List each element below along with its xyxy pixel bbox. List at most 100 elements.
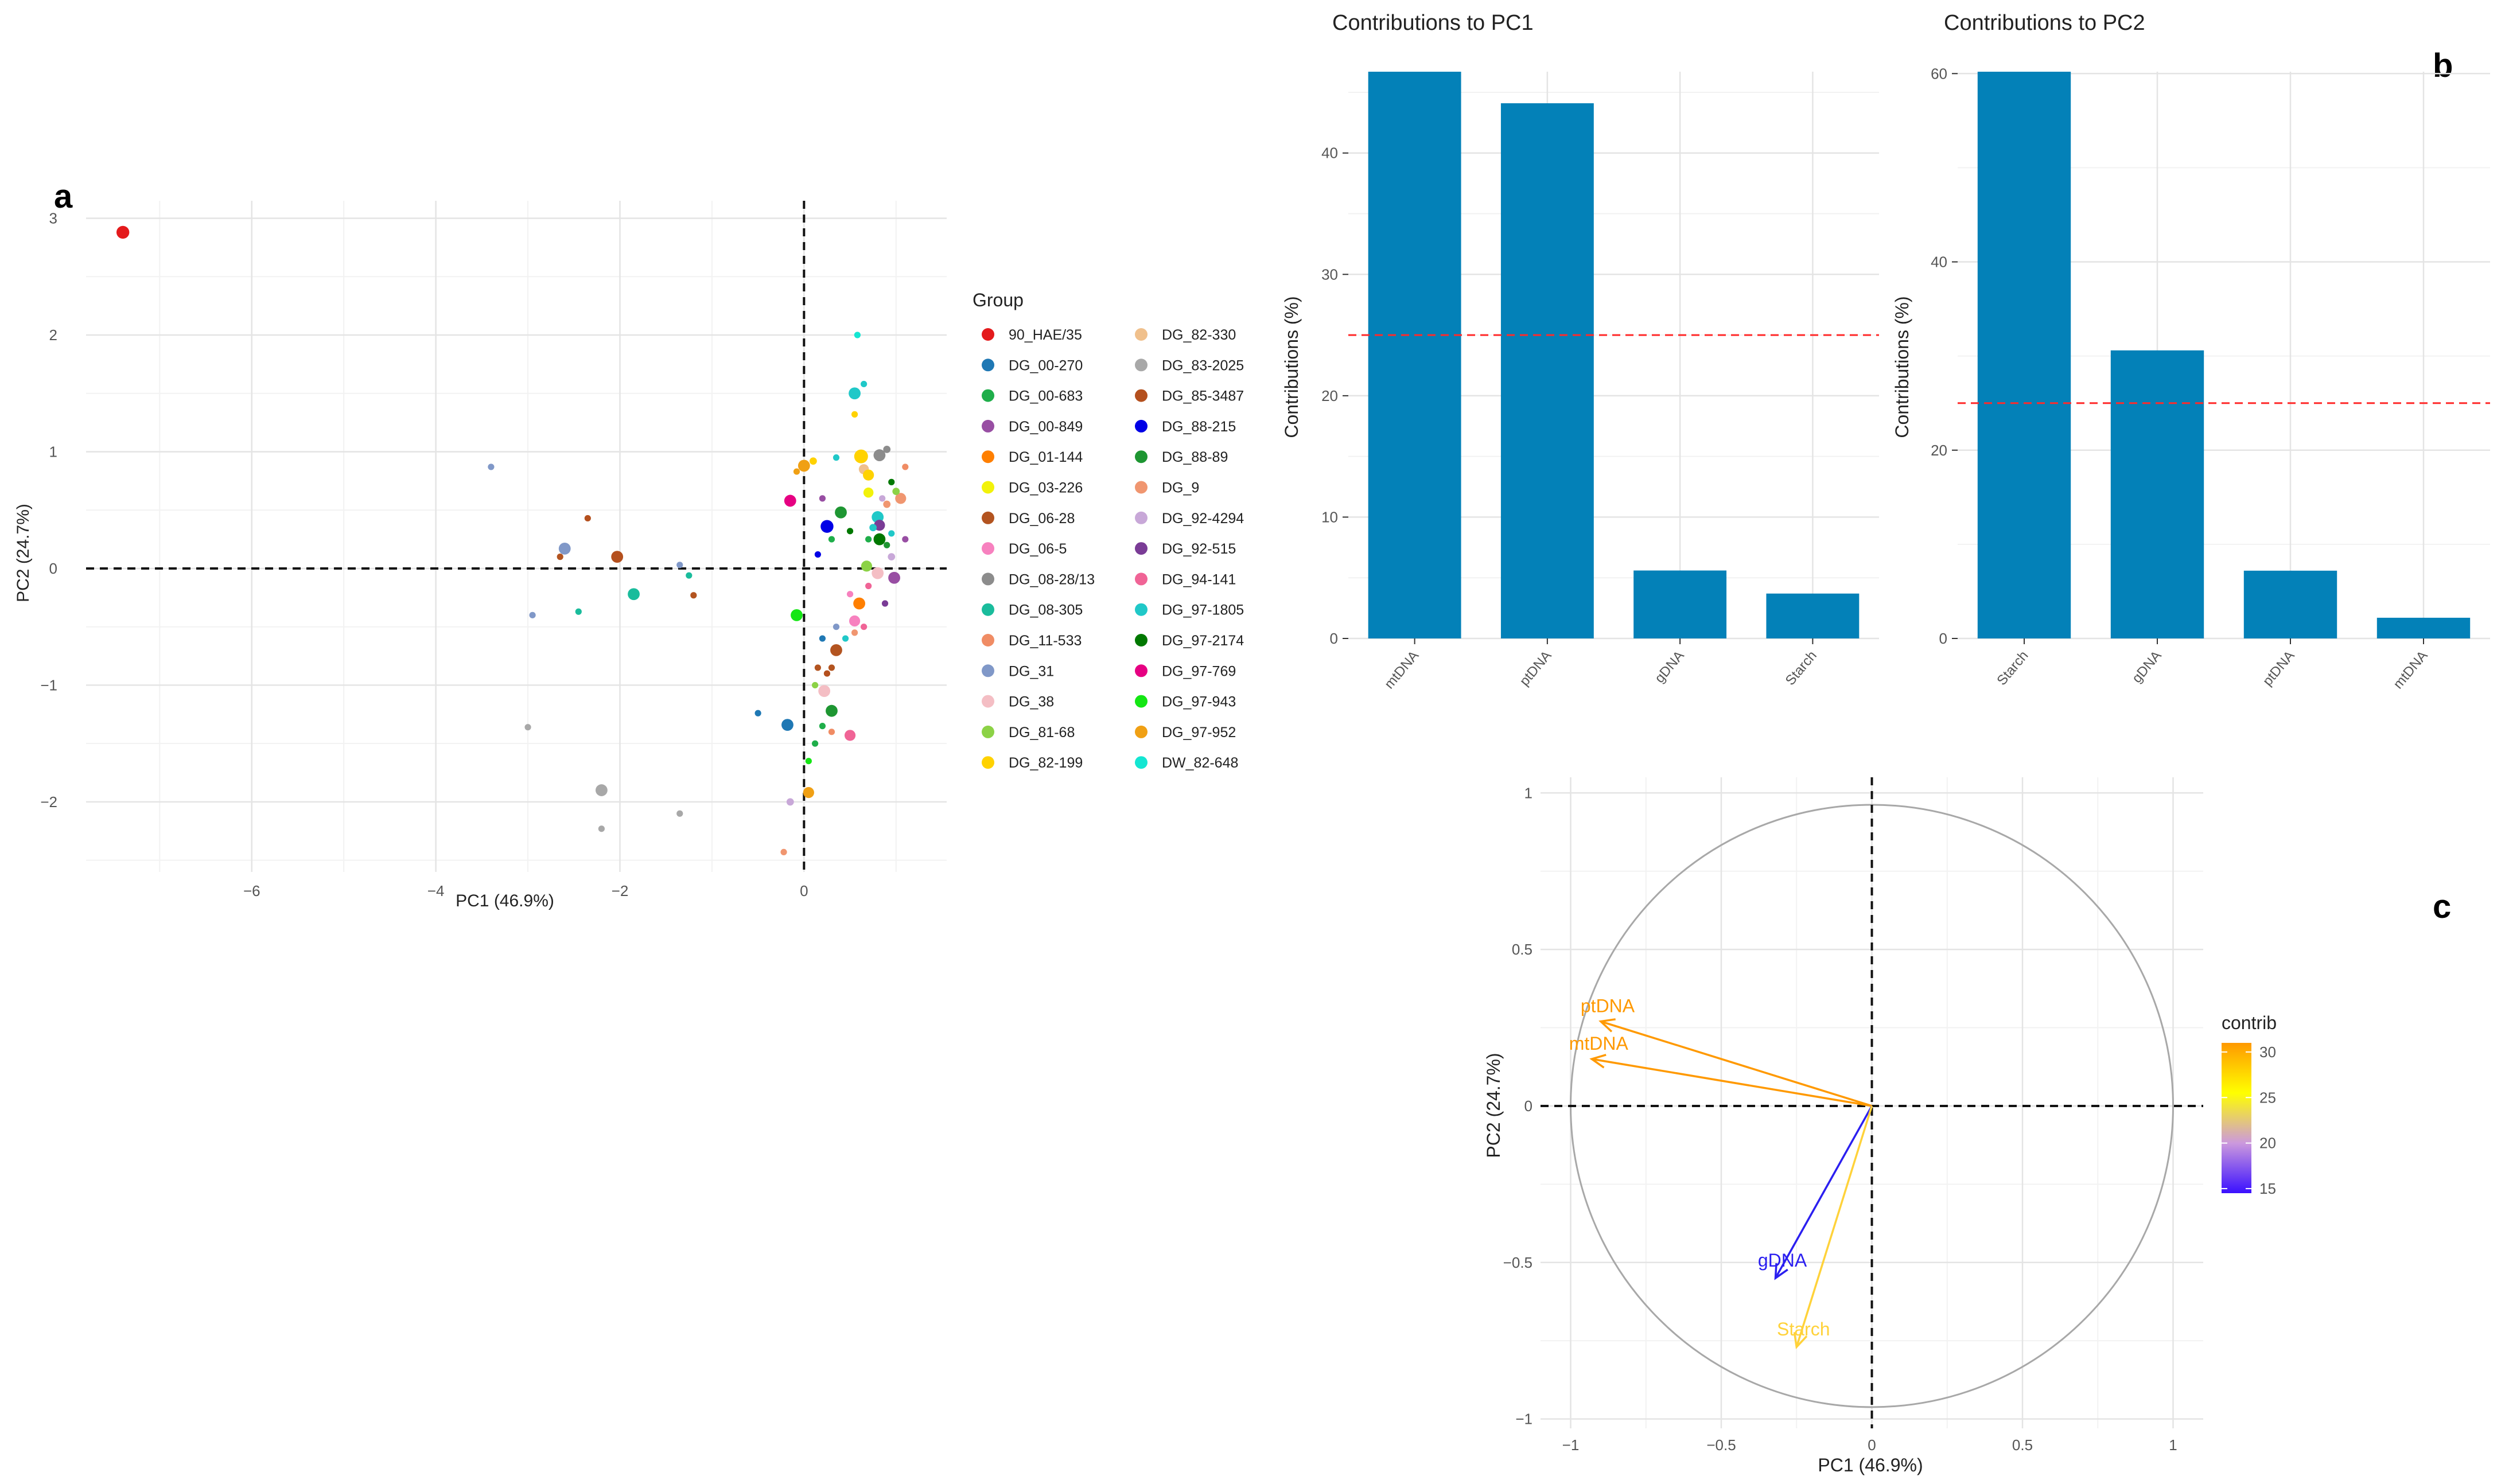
- data-point: [844, 730, 856, 741]
- data-point: [793, 468, 800, 475]
- y-tick-label: 10: [1321, 508, 1338, 525]
- y-tick-label: 30: [1321, 266, 1338, 283]
- legend-item-label: DG_08-28/13: [1009, 571, 1095, 587]
- data-point: [819, 723, 826, 730]
- legend-swatch: [1135, 756, 1148, 769]
- legend-swatch: [982, 328, 994, 341]
- data-point: [598, 825, 605, 832]
- vector-arrowhead: [1598, 1018, 1616, 1033]
- y-tick-label: 3: [49, 210, 57, 227]
- legend-swatch: [1135, 389, 1148, 402]
- legend-swatch: [1135, 603, 1148, 616]
- bar: [1977, 72, 2071, 638]
- legend-swatch: [982, 542, 994, 555]
- legend-item-label: DG_00-849: [1009, 419, 1083, 435]
- data-point: [854, 332, 861, 338]
- vector-arrow: [1795, 1105, 1873, 1347]
- data-point: [819, 635, 826, 642]
- legend-item-label: DG_9: [1162, 480, 1199, 496]
- data-point: [828, 729, 835, 735]
- data-point: [781, 719, 793, 731]
- data-point: [529, 611, 536, 618]
- data-point: [823, 670, 831, 677]
- legend-item-label: DG_01-144: [1009, 449, 1083, 465]
- legend-item-label: DG_81-68: [1009, 725, 1075, 741]
- data-point: [686, 572, 693, 579]
- data-point: [874, 520, 885, 531]
- data-point: [558, 542, 571, 555]
- legend-swatch: [1135, 511, 1148, 524]
- circle-x-axis-label: PC1 (46.9%): [1818, 1455, 1923, 1475]
- legend-item-label: DG_00-683: [1009, 388, 1083, 404]
- data-point: [833, 624, 840, 630]
- vector-arrowhead: [1774, 1263, 1788, 1280]
- bar: [1500, 103, 1594, 639]
- legend-item-label: DG_97-1805: [1162, 602, 1244, 618]
- data-point: [814, 551, 822, 558]
- y-tick-label: 0: [49, 560, 57, 577]
- colorbar-title: contrib: [2222, 1012, 2277, 1033]
- x-tick-label: 1: [2169, 1436, 2177, 1454]
- data-point: [863, 487, 874, 498]
- panel-label-c: c: [2433, 888, 2451, 925]
- data-point: [676, 810, 683, 817]
- legend-item-label: DG_08-305: [1009, 602, 1083, 618]
- data-point: [881, 600, 889, 607]
- data-point: [851, 411, 858, 418]
- legend-swatch: [982, 481, 994, 494]
- vector-label: gDNA: [1758, 1250, 1807, 1271]
- legend-swatch: [1135, 328, 1148, 341]
- data-point: [902, 463, 909, 470]
- x-tick-label: −4: [427, 882, 445, 899]
- legend-item-label: DG_38: [1009, 694, 1054, 710]
- data-point: [892, 488, 900, 496]
- data-point: [584, 515, 591, 522]
- data-point: [690, 592, 697, 599]
- legend-swatch: [1135, 634, 1148, 646]
- panel-label-a: a: [54, 178, 73, 215]
- data-point: [784, 494, 796, 507]
- pc1-y-axis-label: Contributions (%): [1281, 296, 1302, 438]
- legend-item-label: DG_03-226: [1009, 480, 1083, 496]
- x-tick-label: 0: [1868, 1436, 1876, 1454]
- pc2-y-axis-label: Contributions (%): [1892, 296, 1912, 438]
- vector-label: Starch: [1777, 1319, 1830, 1339]
- y-tick-label: 1: [1524, 784, 1532, 801]
- y-tick-label: 60: [1931, 65, 1947, 82]
- data-point: [116, 225, 130, 239]
- contrib-colorbar: contrib 15 20 25 30: [2222, 1012, 2277, 1197]
- legend-swatch: [982, 725, 994, 738]
- data-point: [791, 609, 803, 621]
- scatter-points: [116, 225, 909, 856]
- data-point: [865, 582, 872, 590]
- legend-swatch: [982, 756, 994, 769]
- bar: [1368, 72, 1461, 638]
- legend-swatch: [982, 389, 994, 402]
- legend-item-label: DG_06-5: [1009, 541, 1067, 557]
- vector-arrowhead: [1793, 1332, 1808, 1349]
- data-point: [611, 551, 624, 563]
- legend-item-label: DG_94-141: [1162, 571, 1236, 587]
- data-point: [888, 553, 896, 561]
- x-tick-label: −6: [243, 882, 260, 899]
- data-point: [811, 681, 819, 689]
- y-tick-label: 20: [1931, 442, 1947, 459]
- circle-y-axis-label: PC2 (24.7%): [1483, 1053, 1504, 1158]
- vector-arrowhead: [1589, 1054, 1607, 1069]
- legend-item-label: DG_83-2025: [1162, 357, 1244, 373]
- y-tick-label: 40: [1321, 145, 1338, 162]
- legend-swatch: [1135, 419, 1148, 433]
- x-tick-label: −2: [612, 882, 629, 899]
- scatter-x-axis-label: PC1 (46.9%): [456, 891, 554, 910]
- legend-item-label: DG_88-215: [1162, 419, 1236, 435]
- legend-swatch: [1135, 450, 1148, 463]
- data-point: [842, 635, 849, 642]
- data-point: [828, 664, 835, 671]
- data-point: [786, 798, 794, 806]
- data-point: [854, 449, 868, 463]
- data-point: [819, 495, 826, 502]
- scatter-tick-labels: −6 −4 −2 0 −2 −1 0 1 2 3: [40, 210, 808, 899]
- y-tick-label: 2: [49, 326, 57, 344]
- colorbar-tick-label: 20: [2259, 1135, 2276, 1152]
- circle-vectors: ptDNA mtDNA gDNA Starch: [1569, 996, 1873, 1349]
